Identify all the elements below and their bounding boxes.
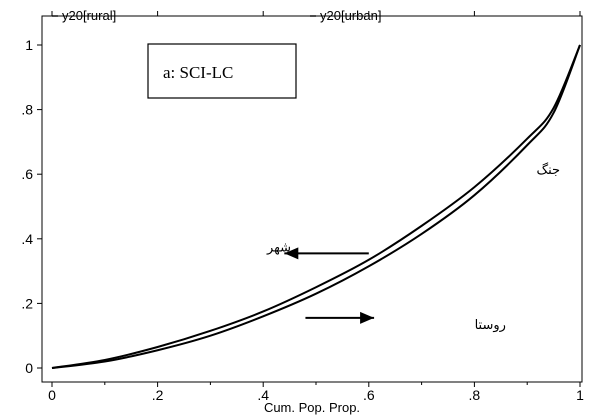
panel-label-frame — [147, 43, 297, 99]
annotation-village: روستا — [475, 318, 506, 333]
annotation-arrow-head — [360, 311, 375, 324]
y-tick-label: 1 — [25, 37, 33, 53]
series-line-urban — [51, 44, 581, 369]
panel-label-text: a: SCI-LC — [163, 63, 233, 82]
annotation-war: جنگ — [537, 162, 561, 178]
x-tick-label: .8 — [469, 387, 481, 403]
x-tick-label: .4 — [257, 387, 269, 403]
y-tick-label: .8 — [21, 102, 33, 118]
y-tick-label: .4 — [21, 231, 33, 247]
x-tick-label: .6 — [363, 387, 375, 403]
series-line-rural — [51, 44, 581, 369]
annotation-layer: شهر روستا جنگ — [266, 162, 560, 333]
y-tick-label: 0 — [25, 360, 33, 376]
x-axis: 0 .2 .4 .6 .8 1 — [48, 11, 584, 403]
x-tick-label: 0 — [48, 387, 56, 403]
x-tick-label: 1 — [576, 387, 584, 403]
legend: y20[rural] y20[urban] — [52, 8, 381, 23]
x-axis-title: Cum. Pop. Prop. — [264, 400, 360, 415]
y-axis: 0 .2 .4 .6 .8 1 — [21, 37, 42, 376]
y-tick-label: .2 — [21, 295, 33, 311]
annotation-city: شهر — [266, 241, 291, 256]
annotation-arrow-head — [284, 247, 299, 260]
y-tick-label: .6 — [21, 166, 33, 182]
x-tick-label: .2 — [152, 387, 164, 403]
legend-label-rural: y20[rural] — [62, 8, 116, 23]
legend-label-urban: y20[urban] — [320, 8, 381, 23]
panel-label-box: a: SCI-LC — [147, 43, 297, 99]
series-layer — [51, 44, 581, 369]
